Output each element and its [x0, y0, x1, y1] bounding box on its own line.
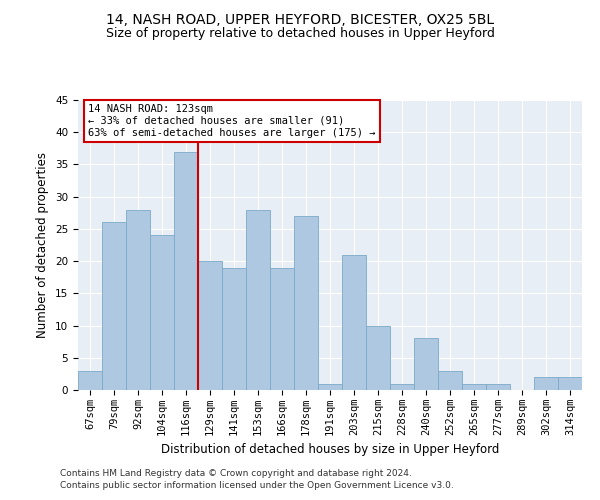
Bar: [318, 384, 342, 390]
Bar: [126, 210, 150, 390]
X-axis label: Distribution of detached houses by size in Upper Heyford: Distribution of detached houses by size …: [161, 444, 499, 456]
Bar: [78, 370, 102, 390]
Bar: [246, 210, 270, 390]
Bar: [102, 222, 126, 390]
Text: 14 NASH ROAD: 123sqm
← 33% of detached houses are smaller (91)
63% of semi-detac: 14 NASH ROAD: 123sqm ← 33% of detached h…: [88, 104, 376, 138]
Text: Contains public sector information licensed under the Open Government Licence v3: Contains public sector information licen…: [60, 481, 454, 490]
Bar: [534, 377, 558, 390]
Bar: [294, 216, 318, 390]
Bar: [366, 326, 390, 390]
Bar: [414, 338, 438, 390]
Bar: [342, 254, 366, 390]
Bar: [390, 384, 414, 390]
Bar: [150, 236, 174, 390]
Bar: [558, 377, 582, 390]
Bar: [438, 370, 462, 390]
Bar: [270, 268, 294, 390]
Bar: [174, 152, 198, 390]
Bar: [222, 268, 246, 390]
Y-axis label: Number of detached properties: Number of detached properties: [37, 152, 49, 338]
Bar: [486, 384, 510, 390]
Text: Size of property relative to detached houses in Upper Heyford: Size of property relative to detached ho…: [106, 28, 494, 40]
Bar: [462, 384, 486, 390]
Bar: [198, 261, 222, 390]
Text: Contains HM Land Registry data © Crown copyright and database right 2024.: Contains HM Land Registry data © Crown c…: [60, 468, 412, 477]
Text: 14, NASH ROAD, UPPER HEYFORD, BICESTER, OX25 5BL: 14, NASH ROAD, UPPER HEYFORD, BICESTER, …: [106, 12, 494, 26]
